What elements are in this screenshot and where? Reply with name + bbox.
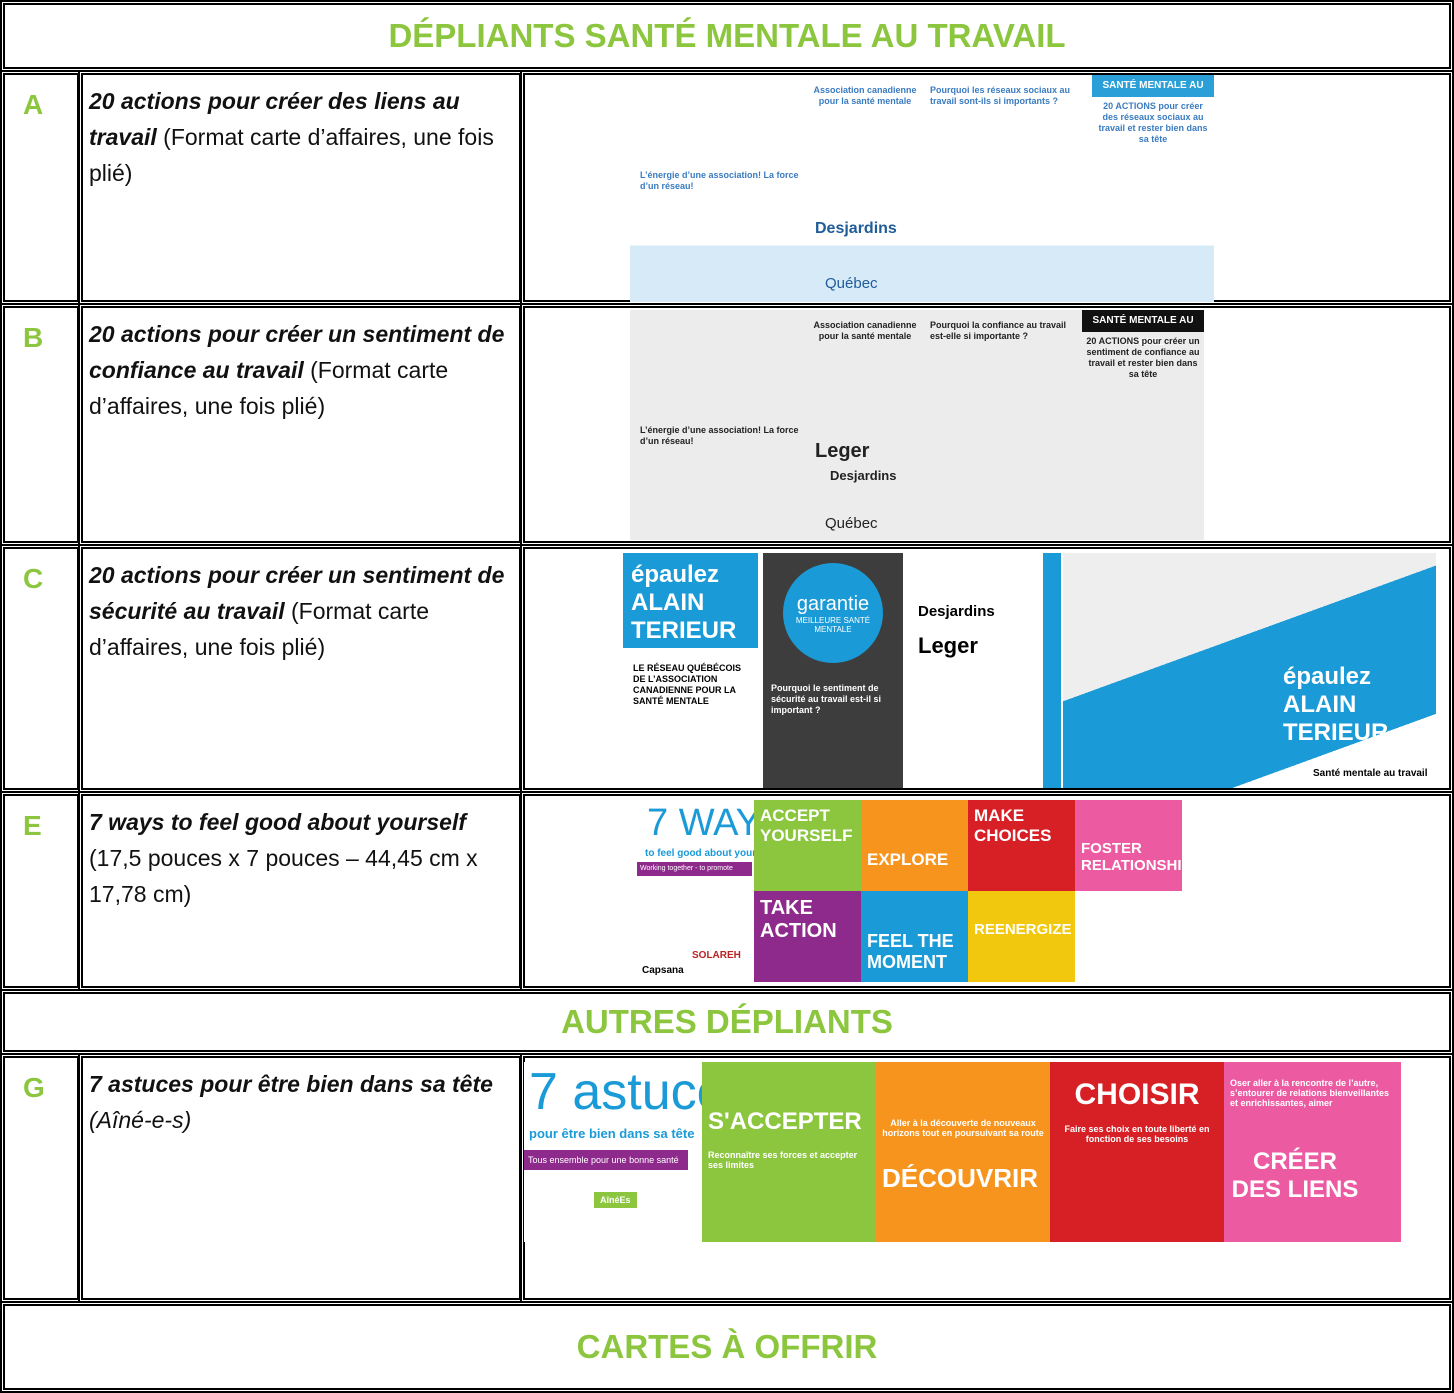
row-title: 20 actions pour créer des liens au trava… <box>78 70 524 305</box>
gov: Québec <box>825 275 878 292</box>
tile: REENERGIZE <box>968 891 1075 982</box>
org: Association canadienne pour la santé men… <box>813 85 917 106</box>
question: Pourquoi la confiance au travail est-ell… <box>930 320 1067 341</box>
footer: Santé mentale au travail <box>1313 768 1428 779</box>
title: 20 actions pour créer des liens au trava… <box>89 88 460 150</box>
photo <box>1063 553 1436 788</box>
row-letter: G <box>0 1053 82 1303</box>
tile-word: CHOISIR <box>1074 1078 1200 1111</box>
title: 7 astuces pour être bien dans sa tête <box>89 1071 493 1097</box>
tile: FEEL THE MOMENT <box>861 891 968 982</box>
title: 7 ways to feel good about yourself <box>89 809 467 835</box>
details: (Format carte d’affaires, une fois plié) <box>89 598 430 660</box>
brochure-a: L’énergie d’une association! La force d’… <box>630 75 1214 302</box>
partner: SOLAREH <box>692 950 741 961</box>
row-letter: E <box>0 791 82 991</box>
gov: Québec <box>825 515 878 532</box>
tile: Oser aller à la rencontre de l’autre, s’… <box>1224 1062 1401 1242</box>
org: Association canadienne pour la santé men… <box>813 320 917 341</box>
row-letter: A <box>0 70 82 305</box>
brochure-e: 7 WAYS to feel good about yourself Worki… <box>637 800 1442 982</box>
tile-text: Reconnaître ses forces et accepter ses l… <box>708 1150 858 1170</box>
tile: S'ACCEPTER Reconnaître ses forces et acce… <box>702 1062 876 1242</box>
section-title: CARTES À OFFRIR <box>0 1301 1454 1393</box>
brochure-g: 7 astuces pour être bien dans sa tête To… <box>524 1062 1401 1242</box>
tile: TAKE ACTION <box>754 891 861 982</box>
sponsor2: Desjardins <box>830 468 897 483</box>
title: 20 actions pour créer un sentiment de co… <box>89 321 505 383</box>
section-title: DÉPLIANTS SANTÉ MENTALE AU TRAVAIL <box>0 0 1454 72</box>
tile: FOSTER RELATIONSHIPS <box>1075 800 1182 891</box>
sponsor: Desjardins <box>918 603 995 620</box>
heading: 20 ACTIONS pour créer un sentiment de co… <box>1086 336 1200 379</box>
bg <box>630 75 1214 302</box>
title: 20 actions pour créer un sentiment de sé… <box>89 562 505 624</box>
brand-2: épaulez ALAIN TERIEUR <box>1283 663 1389 746</box>
energy: L’énergie d’une association! La force d’… <box>640 170 799 191</box>
brochure-b: L’énergie d’une association! La force d’… <box>630 310 1204 540</box>
details: (Format carte d’affaires, une fois plié) <box>89 357 449 419</box>
details: (Aîné-e-s) <box>89 1107 192 1133</box>
tile: Aller à la découverte de nouveaux horizo… <box>876 1062 1050 1242</box>
tile: EXPLORE <box>861 800 968 891</box>
logo-sub: to feel good about yourself <box>645 848 774 859</box>
tile: MAKE CHOICES <box>968 800 1075 891</box>
partner2: Capsana <box>642 965 684 976</box>
details: (17,5 pouces x 7 pouces – 44,45 cm x 17,… <box>89 845 478 907</box>
row-title: 20 actions pour créer un sentiment de co… <box>78 303 524 546</box>
badge-sub: MEILLEURE SANTÉ MENTALE <box>795 616 871 634</box>
banner: SANTÉ MENTALE AU TRAVAIL <box>1092 75 1214 113</box>
tile-word: DÉCOUVRIR <box>882 1163 1039 1193</box>
question: Pourquoi les réseaux sociaux au travail … <box>930 85 1071 106</box>
badge: garantie MEILLEURE SANTÉ MENTALE <box>783 563 883 663</box>
tile-text: Aller à la découverte de nouveaux horizo… <box>882 1118 1044 1138</box>
heading: 20 ACTIONS pour créer des réseaux sociau… <box>1098 101 1208 144</box>
details: (Format carte d’affaires, une fois plié) <box>89 124 494 186</box>
energy: L’énergie d’une association! La force d’… <box>640 425 799 446</box>
sponsor2: Leger <box>918 633 978 658</box>
tile-text: Oser aller à la rencontre de l’autre, s’… <box>1230 1078 1390 1108</box>
tile-word: S'ACCEPTER <box>708 1108 862 1135</box>
banner: SANTÉ MENTALE AU TRAVAIL <box>1082 310 1204 348</box>
tile-word: CRÉER DES LIENS <box>1231 1148 1359 1203</box>
tagline: Working together - to promote mental hea… <box>637 862 752 886</box>
logo-sub: pour être bien dans sa tête <box>529 1126 695 1141</box>
row-letter: B <box>0 303 82 546</box>
row-title: 7 ways to feel good about yourself (17,5 … <box>78 791 524 991</box>
network: LE RÉSEAU QUÉBÉCOIS DE L’ASSOCIATION CAN… <box>633 663 742 706</box>
tile: CHOISIR Faire ses choix en toute liberté … <box>1050 1062 1224 1242</box>
tagline: Tous ensemble pour une bonne santé menta… <box>524 1150 688 1185</box>
tile-text: Faire ses choix en toute liberté en fonc… <box>1064 1124 1210 1144</box>
tile: ACCEPT YOURSELF <box>754 800 861 891</box>
sponsor: Leger <box>815 440 870 462</box>
row-title: 20 actions pour créer un sentiment de sé… <box>78 544 524 793</box>
row-title: 7 astuces pour être bien dans sa tête (A… <box>78 1053 524 1303</box>
brochure-c: épaulez ALAIN TERIEUR LE RÉSEAU QUÉBÉCOI… <box>623 553 1436 788</box>
brand: épaulez ALAIN TERIEUR <box>623 553 758 648</box>
badge-text: garantie <box>796 593 870 615</box>
stripe <box>1043 553 1061 788</box>
question: Pourquoi le sentiment de sécurité au tra… <box>771 683 882 715</box>
audience: AînéEs <box>594 1192 637 1208</box>
sponsor: Desjardins <box>815 220 897 237</box>
row-letter: C <box>0 544 82 793</box>
section-title: AUTRES DÉPLIANTS <box>0 989 1454 1055</box>
